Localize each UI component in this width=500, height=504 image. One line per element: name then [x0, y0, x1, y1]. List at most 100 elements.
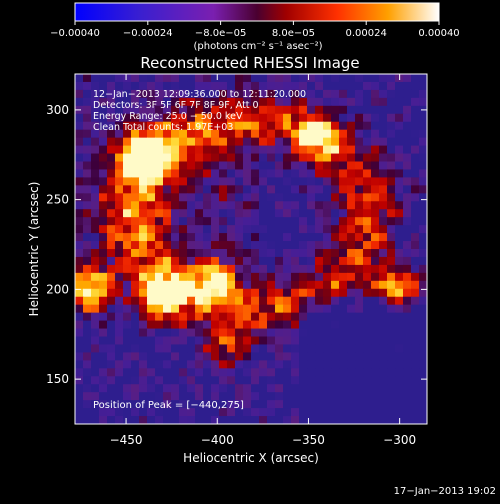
heatmap-cell [243, 121, 252, 131]
heatmap-cell [115, 360, 124, 369]
heatmap-cell [347, 312, 356, 322]
heatmap-cell [299, 320, 308, 330]
heatmap-cell [411, 416, 420, 424]
heatmap-cell [99, 272, 108, 282]
heatmap-cell [131, 416, 140, 424]
heatmap-cell [315, 89, 324, 99]
heatmap-cell [227, 74, 236, 83]
heatmap-cell [171, 288, 180, 298]
heatmap-cell [211, 129, 220, 139]
heatmap-cell [251, 177, 260, 186]
heatmap-cell [403, 145, 412, 155]
heatmap-cell [243, 320, 252, 330]
heatmap-cell [267, 97, 276, 107]
heatmap-cell [107, 81, 116, 91]
heatmap-cell [387, 177, 396, 186]
heatmap-cell [379, 352, 388, 361]
heatmap-cell [179, 360, 188, 369]
heatmap-cell [211, 368, 220, 377]
heatmap-cell [315, 121, 324, 131]
heatmap-cell [299, 296, 308, 306]
heatmap-cell [115, 81, 124, 91]
heatmap-cell [187, 272, 196, 282]
heatmap-cell [203, 74, 212, 83]
heatmap-cell [387, 400, 396, 409]
heatmap-cell [379, 280, 388, 290]
heatmap-cell [267, 280, 276, 290]
heatmap-cell [211, 249, 220, 258]
heatmap-cell [363, 113, 372, 123]
heatmap-cell [379, 288, 388, 298]
heatmap-cell [203, 169, 212, 178]
heatmap-cell [155, 145, 164, 155]
heatmap-cell [147, 233, 156, 242]
heatmap-cell [171, 129, 180, 139]
heatmap-cell [251, 376, 260, 385]
heatmap-cell [75, 264, 84, 274]
heatmap-cell [363, 129, 372, 139]
heatmap-cell [203, 320, 212, 330]
heatmap-cell [371, 368, 380, 377]
heatmap-cell [203, 264, 212, 274]
footer-timestamp: 17−Jan−2013 19:02 [394, 486, 496, 497]
heatmap-cell [75, 113, 84, 123]
heatmap-cell [307, 376, 316, 385]
heatmap-cell [267, 328, 276, 338]
heatmap-cell [147, 408, 156, 417]
heatmap-cell [195, 264, 204, 274]
heatmap-cell [323, 344, 332, 353]
heatmap-cell [99, 137, 108, 147]
heatmap-cell [283, 81, 292, 91]
heatmap-cell [379, 97, 388, 107]
heatmap-cell [171, 249, 180, 258]
heatmap-cell [179, 97, 188, 107]
heatmap-cell [147, 209, 156, 218]
heatmap-cell [291, 384, 300, 393]
heatmap-cell [203, 368, 212, 377]
heatmap-cell [355, 105, 364, 115]
heatmap-cell [307, 304, 316, 314]
heatmap-cell [235, 400, 244, 409]
heatmap-cell [107, 376, 116, 385]
heatmap-cell [315, 169, 324, 178]
heatmap-cell [403, 280, 412, 290]
heatmap-cell [179, 256, 188, 266]
colorbar-tick-label: 8.0e−05 [272, 28, 315, 39]
heatmap-cell [211, 352, 220, 361]
heatmap-cell [83, 209, 92, 218]
heatmap-cell [91, 288, 100, 298]
heatmap-cell [163, 320, 172, 330]
heatmap-cell [139, 312, 148, 322]
heatmap-cell [115, 408, 124, 417]
heatmap-cell [339, 81, 348, 91]
heatmap-cell [299, 225, 308, 234]
heatmap-cell [363, 264, 372, 274]
heatmap-cell [395, 217, 404, 226]
heatmap-cell [131, 217, 140, 226]
heatmap-cell [379, 344, 388, 353]
heatmap-cell [275, 328, 284, 338]
heatmap-cell [179, 225, 188, 234]
heatmap-cell [347, 384, 356, 393]
heatmap-cell [211, 137, 220, 147]
heatmap-cell [395, 129, 404, 139]
heatmap-cell [379, 392, 388, 401]
heatmap-cell [259, 193, 268, 202]
heatmap-cell [371, 328, 380, 338]
heatmap-cell [419, 121, 427, 131]
heatmap-cell [187, 336, 196, 346]
heatmap-cell [235, 336, 244, 346]
heatmap-cell [147, 217, 156, 226]
heatmap-cell [163, 400, 172, 409]
heatmap-cell [403, 408, 412, 417]
heatmap-cell [411, 153, 420, 163]
heatmap-cell [355, 121, 364, 131]
heatmap-cell [203, 233, 212, 242]
heatmap-cell [307, 400, 316, 409]
heatmap-cell [139, 288, 148, 298]
heatmap-cell [267, 105, 276, 115]
heatmap-cell [163, 312, 172, 322]
heatmap-cell [323, 89, 332, 99]
heatmap-cell [107, 264, 116, 274]
heatmap-cell [123, 344, 132, 353]
